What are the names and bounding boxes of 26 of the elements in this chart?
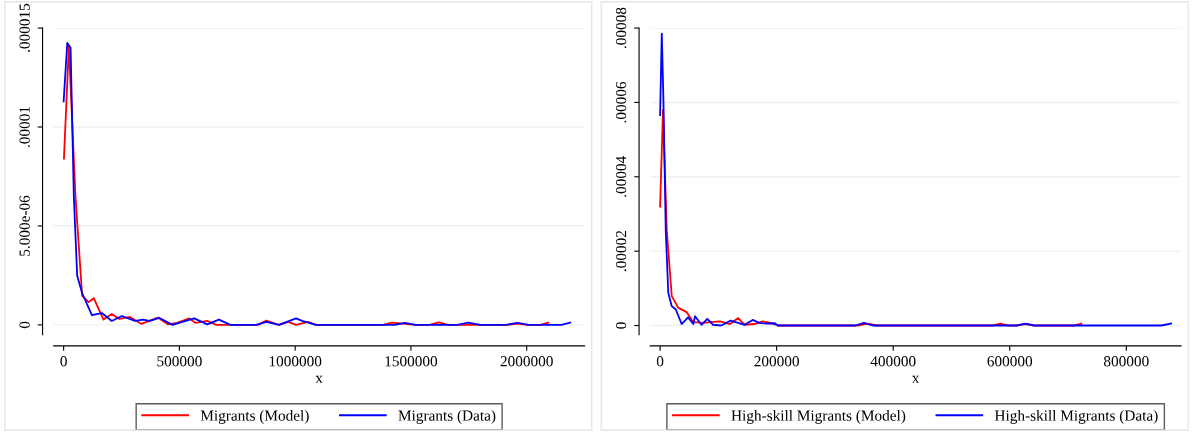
y-tick-label: .00008 — [615, 7, 627, 49]
y-tick-label: 0 — [19, 321, 30, 329]
line-series — [659, 32, 1173, 327]
y-tick-label: .00004 — [615, 156, 627, 197]
y-tick-label: 0 — [615, 322, 627, 329]
x-axis-title: x — [315, 375, 323, 383]
legend-label: High-skill Migrants (Model) — [731, 409, 906, 424]
x-tick-label: 2000000 — [500, 356, 553, 367]
y-tick-label: .000015 — [19, 3, 30, 52]
x-tick-label: 600000 — [987, 356, 1033, 367]
x-axis-title: x — [911, 375, 920, 383]
y-tick-label: .00006 — [615, 81, 627, 123]
x-tick-label: 0 — [656, 356, 664, 367]
legend-label: High-skill Migrants (Data) — [994, 409, 1158, 424]
x-tick-label: 800000 — [1103, 356, 1149, 367]
x-tick-label: 1000000 — [269, 356, 322, 367]
x-tick-label: 200000 — [754, 356, 799, 367]
x-tick-label: 500000 — [157, 356, 202, 367]
x-tick-label: 400000 — [870, 356, 916, 367]
x-tick-label: 0 — [60, 356, 67, 367]
legend-label: Migrants (Model) — [200, 409, 309, 424]
y-tick-label: 5.000e-06 — [19, 195, 30, 256]
x-tick-label: 1500000 — [385, 356, 438, 367]
y-tick-label: .00002 — [615, 230, 627, 272]
legend-label: Migrants (Data) — [398, 409, 496, 424]
y-tick-label: .00001 — [19, 106, 30, 148]
